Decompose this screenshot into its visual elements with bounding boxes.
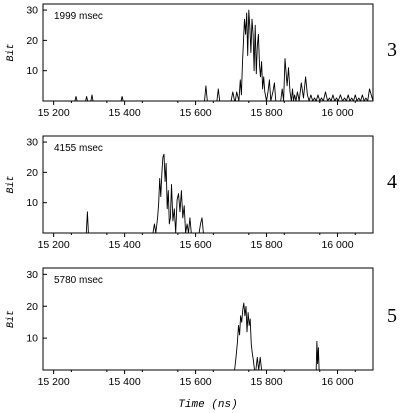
- plot-frame: [42, 135, 374, 234]
- series-line: [43, 9, 374, 102]
- y-tick-label: 30: [26, 5, 38, 17]
- panel-number: 3: [387, 39, 397, 61]
- y-tick-label: 20: [26, 35, 38, 47]
- series-line: [43, 302, 373, 371]
- x-tick-label: 15 200: [38, 239, 70, 251]
- y-tick-label: 30: [26, 269, 38, 281]
- chart-panel-4: 10 20 30 15 200 15 400 15 600 15 800 16 000 Bit 4…: [5, 135, 397, 251]
- time-annotation: 5780 msec: [54, 275, 103, 286]
- x-tick-label: 15 400: [109, 107, 141, 119]
- x-tick-label: 15 600: [180, 376, 212, 388]
- time-annotation: 1999 msec: [54, 11, 103, 22]
- y-tick-label: 10: [26, 197, 38, 209]
- x-tick-label: 15 800: [250, 239, 282, 251]
- y-tick-label: 30: [26, 137, 38, 149]
- y-tick-label: 20: [26, 301, 38, 313]
- y-axis-label: Bit: [5, 175, 17, 193]
- x-tick-label: 15 800: [250, 376, 282, 388]
- x-tick-label: 15 200: [38, 376, 70, 388]
- y-tick-label: 20: [26, 167, 38, 179]
- y-tick-label: 10: [26, 333, 38, 345]
- y-axis-label: Bit: [5, 310, 17, 328]
- x-tick-label: 15 800: [250, 107, 282, 119]
- x-axis-label: Time (ns): [178, 399, 237, 411]
- x-tick-label: 15 400: [109, 376, 141, 388]
- series-line: [43, 153, 373, 234]
- panel-number: 5: [387, 305, 397, 327]
- time-annotation: 4155 msec: [54, 143, 103, 154]
- panel-number: 4: [387, 171, 397, 193]
- y-axis-label: Bit: [5, 43, 17, 61]
- chart-panel-5: 10 20 30 15 200 15 400 15 600 15 800 16 000 Bit 5…: [5, 267, 397, 388]
- x-tick-label: 15 600: [180, 239, 212, 251]
- x-tick-label: 15 600: [180, 107, 212, 119]
- x-tick-label: 16 000: [321, 107, 353, 119]
- x-tick-label: 15 400: [109, 239, 141, 251]
- chart-panel-3: 10 20 30 15 200 15 400 15 600 15 800 16 000 Bit 1…: [5, 3, 397, 119]
- x-tick-label: 16 000: [321, 239, 353, 251]
- plot-frame: [42, 3, 374, 102]
- y-tick-label: 10: [26, 65, 38, 77]
- x-tick-label: 15 200: [38, 107, 70, 119]
- x-tick-label: 16 000: [321, 376, 353, 388]
